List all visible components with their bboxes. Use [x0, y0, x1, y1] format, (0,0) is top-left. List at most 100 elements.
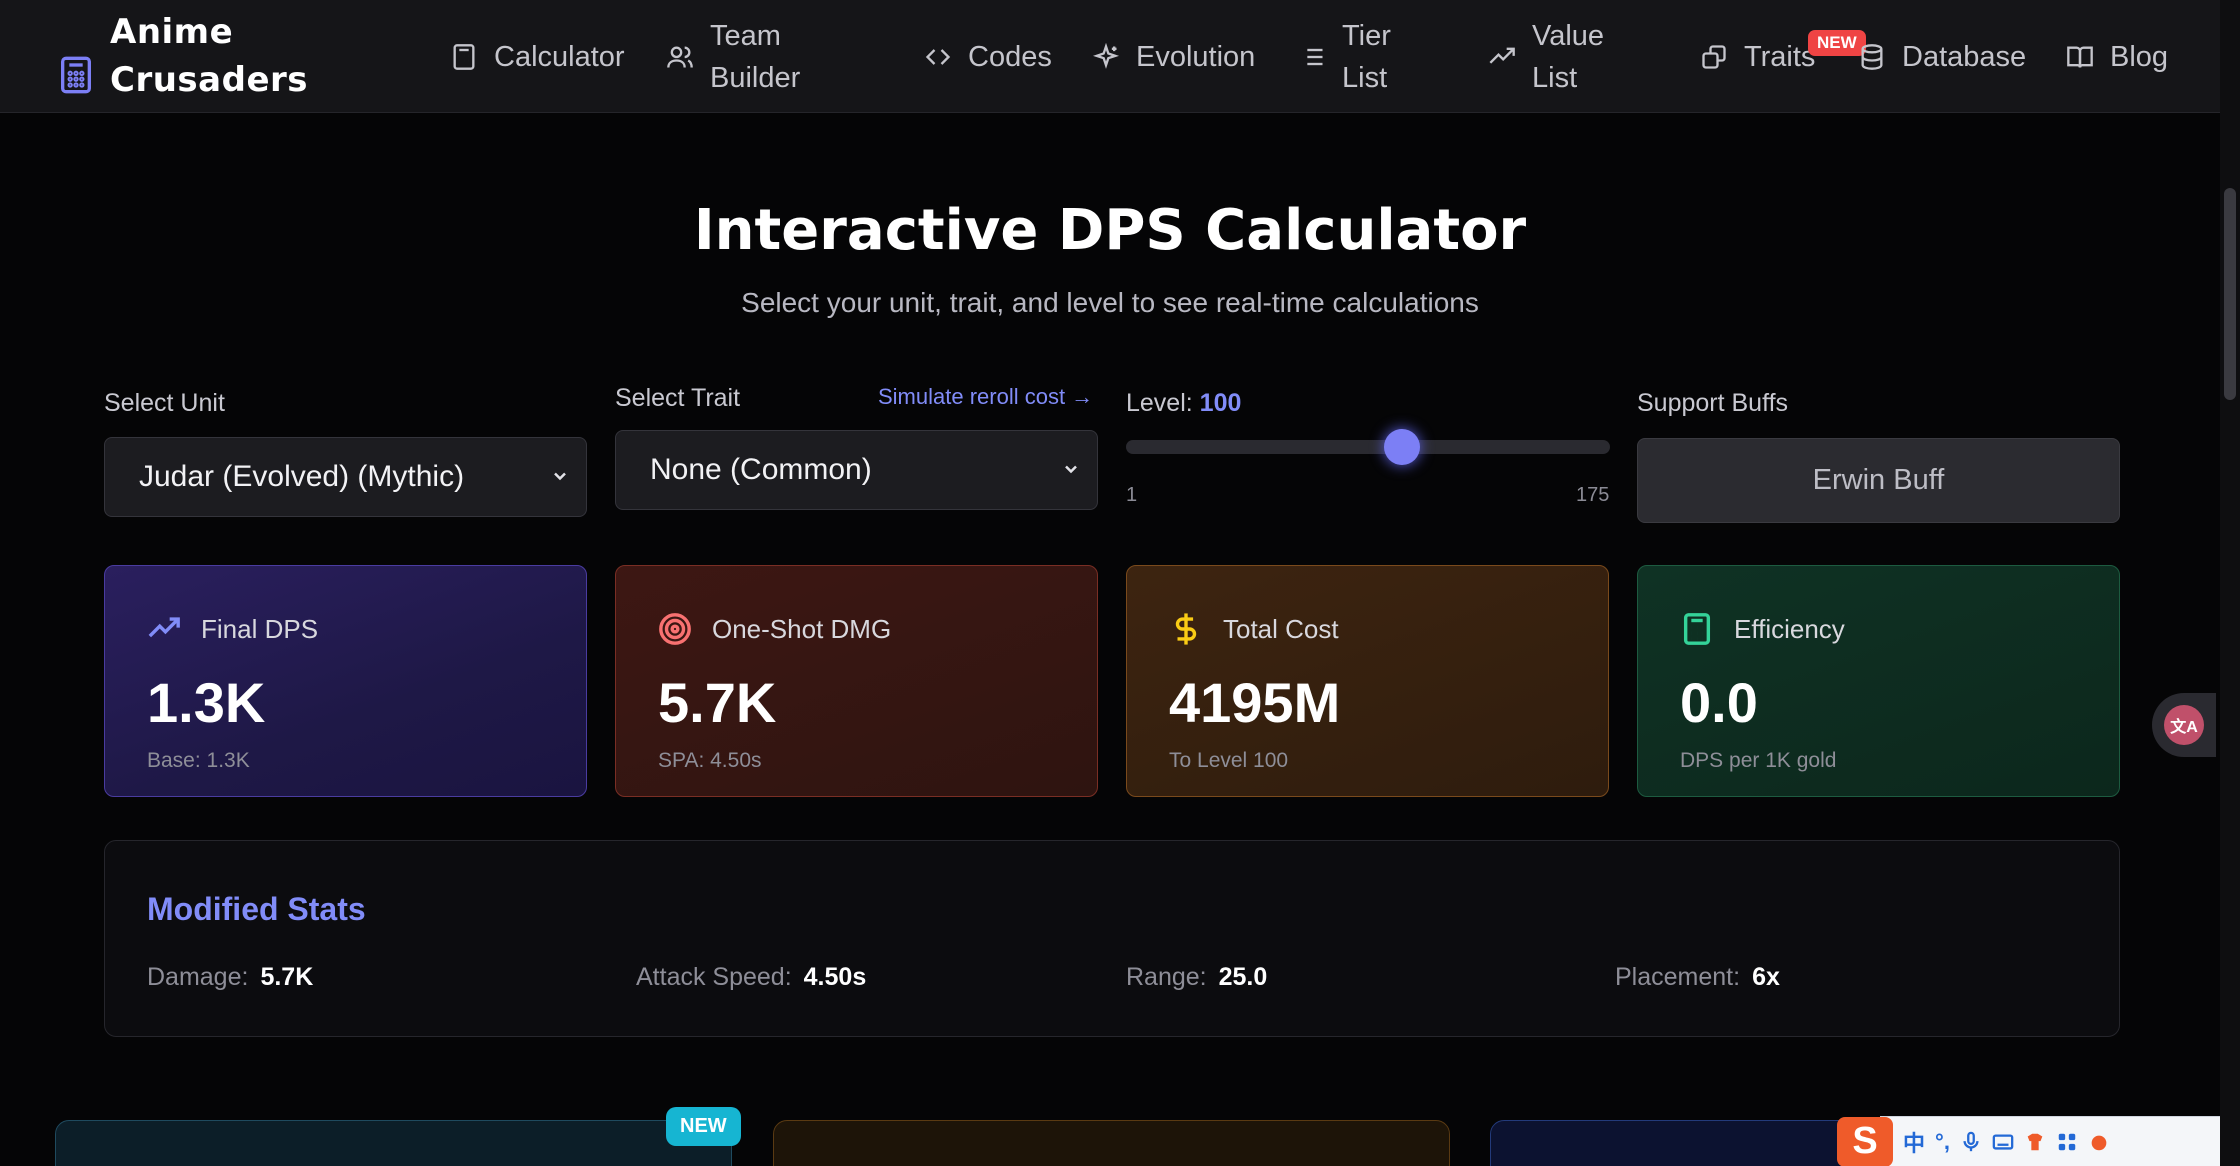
list-icon: [1301, 48, 1323, 65]
nav-evolution[interactable]: Evolution: [1092, 0, 1256, 112]
nav-database-label: Database: [1902, 40, 2027, 73]
mascot-icon[interactable]: [2088, 1131, 2110, 1153]
translate-icon: 文A: [2164, 705, 2204, 745]
nav-tier-list-label-1: Tier: [1342, 19, 1391, 52]
stat-placement: Placement: 6x: [1615, 963, 1780, 992]
level-value: 100: [1199, 389, 1242, 417]
top-navbar: Anime Crusaders Calculator Team Builder …: [0, 0, 2220, 113]
calculator-icon: [1683, 613, 1711, 645]
level-min: 1: [1126, 484, 1138, 506]
nav-tier-list[interactable]: Tier List: [1298, 0, 1391, 112]
nav-value-list-label-1: Value: [1532, 19, 1605, 52]
ime-punctuation-toggle[interactable]: °,: [1935, 1128, 1950, 1154]
nav-tier-list-label-2: List: [1342, 61, 1388, 94]
level-label: Level: 100: [1126, 389, 1241, 418]
nav-blog[interactable]: Blog: [2066, 0, 2169, 112]
nav-evolution-label: Evolution: [1136, 40, 1256, 73]
trending-up-icon: [1489, 47, 1515, 64]
ime-mode-toggle[interactable]: 中: [1903, 1130, 1926, 1156]
nav-calculator[interactable]: Calculator: [450, 0, 625, 112]
translate-button[interactable]: 文A: [2152, 693, 2216, 757]
ime-logo-icon[interactable]: S: [1837, 1116, 1893, 1166]
stat-placement-value: 6x: [1752, 963, 1780, 991]
trait-select[interactable]: None (Common): [615, 430, 1098, 510]
nav-traits-label: Traits: [1744, 40, 1816, 73]
total-cost-title: Total Cost: [1223, 613, 1339, 644]
page-title: Interactive DPS Calculator: [693, 198, 1527, 263]
level-slider-thumb[interactable]: [1383, 429, 1420, 465]
efficiency-sub: DPS per 1K gold: [1680, 749, 1837, 772]
stat-attack-speed-value: 4.50s: [803, 963, 867, 991]
one-shot-dmg-spa: SPA: 4.50s: [658, 749, 762, 772]
nav-team-builder-label-1: Team: [710, 19, 781, 52]
stat-range: Range: 25.0: [1126, 963, 1267, 992]
trait-select-value: None (Common): [650, 453, 872, 486]
modified-stats-title: Modified Stats: [147, 891, 366, 927]
one-shot-dmg-value: 5.7K: [658, 671, 777, 734]
nav-codes-label: Codes: [968, 40, 1052, 73]
page-scrollbar[interactable]: [2220, 0, 2240, 1166]
erwin-buff-button[interactable]: Erwin Buff: [1637, 438, 2120, 523]
one-shot-dmg-title: One-Shot DMG: [712, 613, 892, 644]
nav-value-list-label-2: List: [1532, 61, 1578, 94]
brand-logo[interactable]: Anime Crusaders: [56, 8, 308, 104]
sparkles-icon: [1092, 42, 1120, 69]
page-subtitle: Select your unit, trait, and level to se…: [741, 287, 1479, 318]
book-open-icon: [2067, 46, 2093, 68]
scrollbar-thumb[interactable]: [2224, 188, 2236, 400]
calculator-icon: [61, 56, 91, 94]
chevron-down-icon: [1065, 465, 1077, 474]
efficiency-value: 0.0: [1680, 671, 1758, 734]
skin-icon[interactable]: [2024, 1131, 2046, 1153]
feature-card-1[interactable]: [55, 1120, 732, 1166]
apps-grid-icon[interactable]: [2056, 1131, 2078, 1153]
stat-damage: Damage: 5.7K: [147, 963, 313, 992]
nav-database[interactable]: Database: [1858, 0, 2027, 112]
target-icon: [659, 613, 691, 645]
brand-name: Anime Crusaders: [110, 8, 308, 104]
trending-up-icon: [148, 617, 180, 638]
nav-value-list[interactable]: Value List: [1488, 0, 1605, 112]
final-dps-title: Final DPS: [201, 613, 319, 644]
unit-select[interactable]: Judar (Evolved) (Mythic): [104, 437, 587, 517]
stat-placement-label: Placement:: [1615, 963, 1741, 991]
stat-damage-label: Damage:: [147, 963, 249, 991]
total-cost-value: 4195M: [1169, 671, 1341, 734]
total-cost-sub: To Level 100: [1169, 749, 1289, 772]
ime-toolbar[interactable]: S 中 °,: [1837, 1116, 2220, 1166]
brand-name-line2: Crusaders: [110, 60, 309, 100]
nav-codes[interactable]: Codes: [924, 0, 1052, 112]
level-label-text: Level:: [1126, 389, 1193, 417]
simulate-reroll-link[interactable]: Simulate reroll cost →: [878, 384, 1094, 409]
modified-stats-panel: Modified Stats Damage: 5.7K Attack Speed:…: [104, 840, 2120, 1037]
unit-select-label: Select Unit: [104, 389, 225, 417]
final-dps-card: Final DPS 1.3K Base: 1.3K: [104, 565, 587, 797]
database-icon: [1861, 43, 1883, 70]
final-dps-base: Base: 1.3K: [147, 749, 250, 772]
dice-icon: [1702, 44, 1726, 69]
final-dps-value: 1.3K: [147, 671, 266, 734]
level-slider-track[interactable]: [1126, 440, 1610, 454]
one-shot-dmg-card: One-Shot DMG 5.7K SPA: 4.50s: [615, 565, 1098, 797]
feature-new-badge: NEW: [666, 1107, 741, 1146]
stat-attack-speed-label: Attack Speed:: [636, 963, 792, 991]
nav-team-builder-label-2: Builder: [710, 61, 801, 94]
nav-traits[interactable]: Traits: [1700, 0, 1816, 112]
level-max: 175: [1576, 484, 1610, 506]
microphone-icon[interactable]: [1960, 1131, 1982, 1153]
users-icon: [667, 46, 693, 68]
dollar-icon: [1175, 613, 1197, 645]
support-buffs-label: Support Buffs: [1637, 389, 1789, 417]
unit-select-value: Judar (Evolved) (Mythic): [139, 460, 465, 493]
code-icon: [925, 48, 951, 65]
calculator-icon: [453, 43, 475, 70]
stat-attack-speed: Attack Speed: 4.50s: [636, 963, 866, 992]
total-cost-card: Total Cost 4195M To Level 100: [1126, 565, 1609, 797]
efficiency-card: Efficiency 0.0 DPS per 1K gold: [1637, 565, 2120, 797]
trait-select-label: Select Trait: [615, 384, 741, 412]
keyboard-icon[interactable]: [1992, 1131, 2014, 1153]
nav-team-builder[interactable]: Team Builder: [666, 0, 801, 112]
feature-card-2[interactable]: [773, 1120, 1450, 1166]
nav-blog-label: Blog: [2110, 40, 2169, 73]
stat-range-value: 25.0: [1218, 963, 1268, 991]
